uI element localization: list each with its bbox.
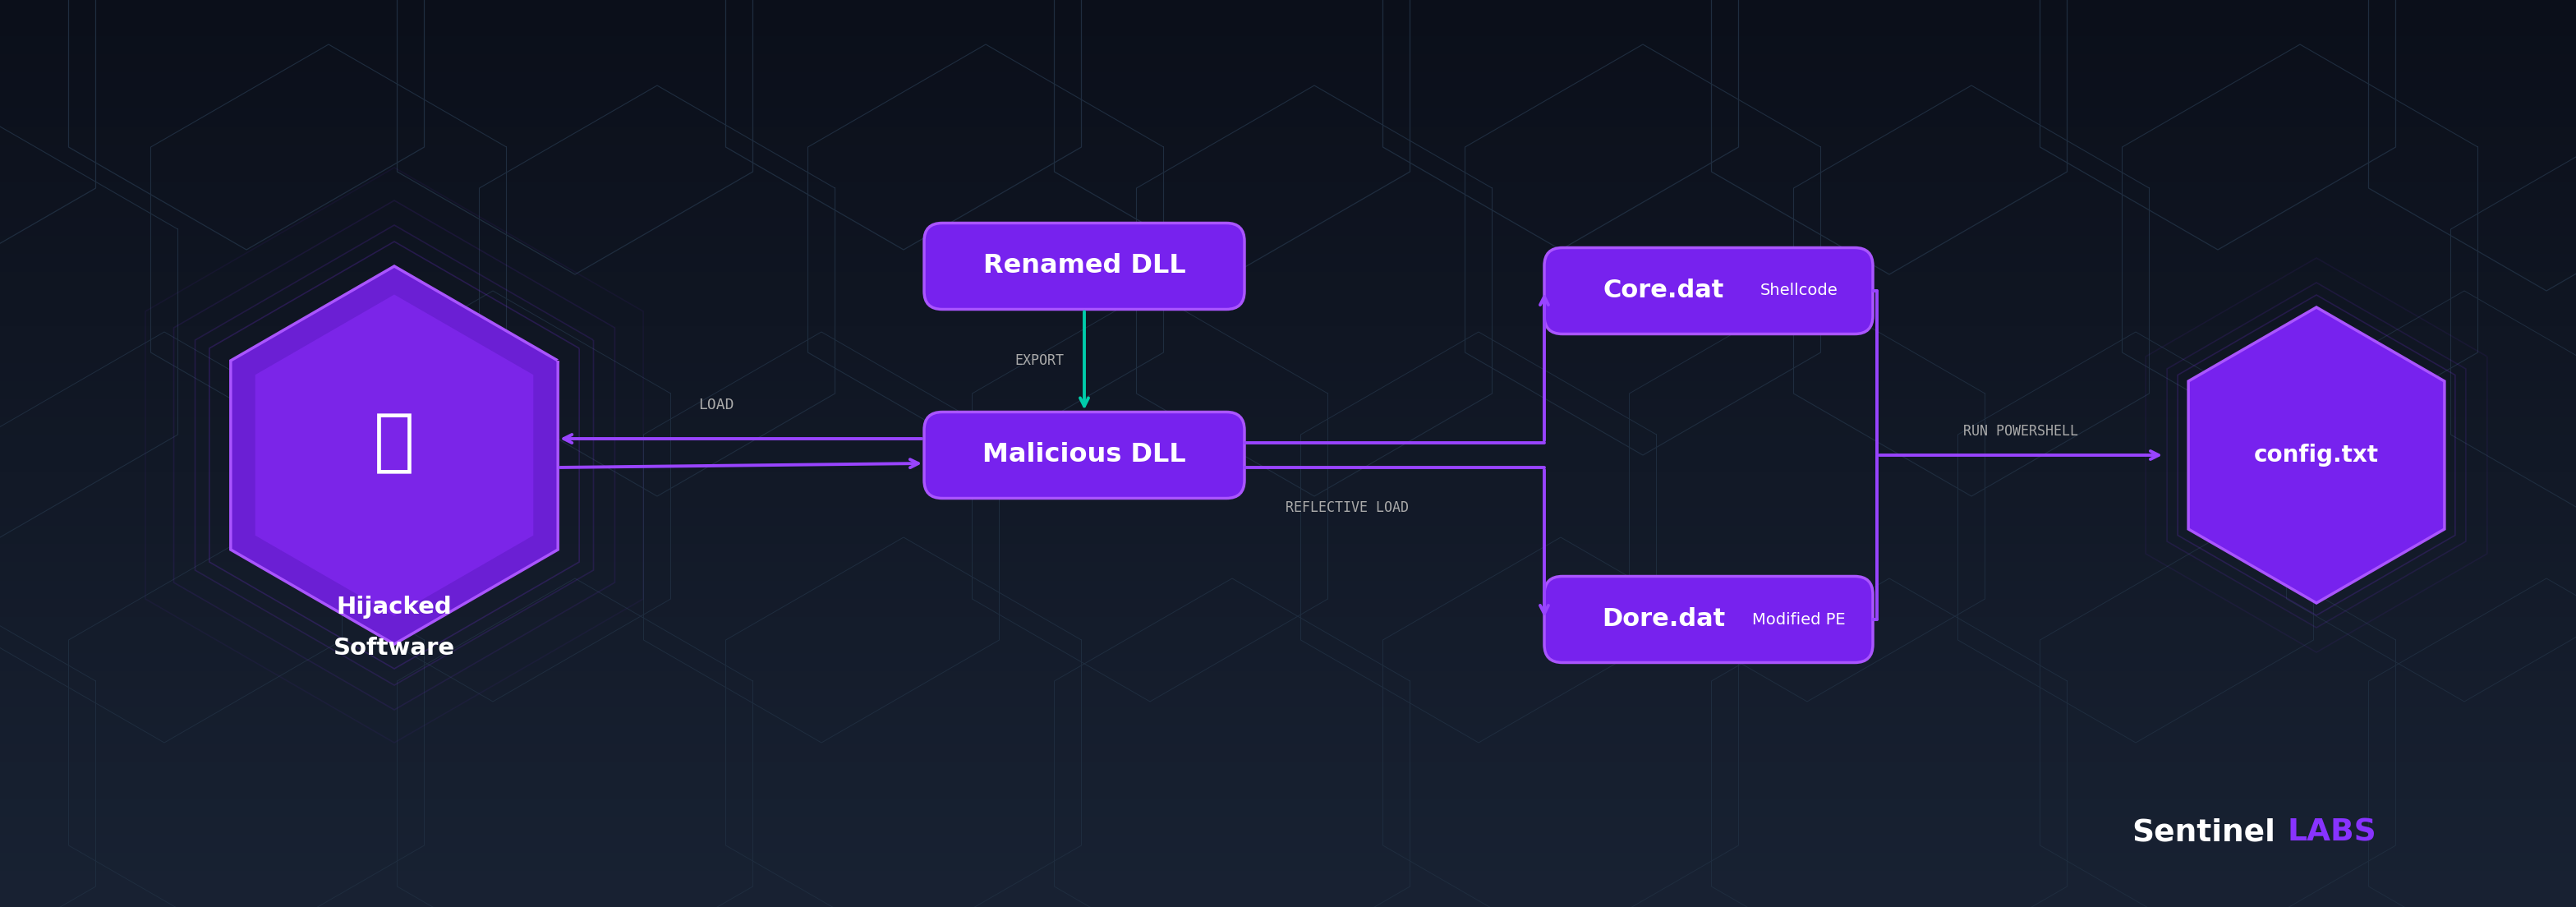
Bar — [0, 127, 2576, 145]
FancyBboxPatch shape — [925, 412, 1244, 498]
Text: Modified PE: Modified PE — [1752, 611, 1844, 628]
Bar — [0, 417, 2576, 435]
Bar — [0, 91, 2576, 109]
Bar — [0, 145, 2576, 163]
Text: 💀: 💀 — [374, 410, 415, 476]
Bar — [0, 834, 2576, 853]
Bar — [0, 109, 2576, 127]
FancyBboxPatch shape — [925, 223, 1244, 309]
Text: RUN POWERSHELL: RUN POWERSHELL — [1963, 424, 2079, 439]
Bar — [0, 780, 2576, 798]
Bar — [0, 562, 2576, 580]
Bar — [0, 54, 2576, 73]
Bar — [0, 635, 2576, 653]
Text: LABS: LABS — [2287, 818, 2378, 848]
Bar — [0, 490, 2576, 508]
Text: LOAD: LOAD — [698, 397, 734, 413]
Polygon shape — [255, 295, 533, 616]
Bar — [0, 18, 2576, 36]
Bar — [0, 671, 2576, 689]
FancyBboxPatch shape — [1543, 576, 1873, 663]
Text: Sentinel: Sentinel — [2133, 818, 2275, 848]
Bar — [0, 508, 2576, 526]
Text: REFLECTIVE LOAD: REFLECTIVE LOAD — [1285, 501, 1409, 515]
Bar — [0, 798, 2576, 816]
Bar — [0, 853, 2576, 871]
Polygon shape — [232, 266, 559, 644]
Bar — [0, 617, 2576, 635]
Bar — [0, 689, 2576, 707]
Text: Hijacked: Hijacked — [337, 596, 453, 619]
Polygon shape — [2190, 307, 2445, 603]
Bar — [0, 726, 2576, 744]
FancyBboxPatch shape — [1543, 248, 1873, 334]
Bar — [0, 454, 2576, 472]
Bar — [0, 290, 2576, 308]
Bar — [0, 272, 2576, 290]
Bar — [0, 308, 2576, 327]
Bar — [0, 254, 2576, 272]
Text: Shellcode: Shellcode — [1759, 283, 1837, 298]
Bar — [0, 435, 2576, 454]
Text: Software: Software — [332, 637, 456, 659]
Bar — [0, 762, 2576, 780]
Bar — [0, 599, 2576, 617]
Bar — [0, 236, 2576, 254]
Bar — [0, 36, 2576, 54]
Bar — [0, 0, 2576, 18]
Text: Malicious DLL: Malicious DLL — [981, 443, 1185, 468]
Bar — [0, 381, 2576, 399]
Bar — [0, 871, 2576, 889]
Bar — [0, 73, 2576, 91]
Bar — [0, 163, 2576, 181]
Bar — [0, 327, 2576, 345]
Text: Core.dat: Core.dat — [1602, 279, 1723, 303]
Bar — [0, 218, 2576, 236]
Text: EXPORT: EXPORT — [1015, 353, 1064, 368]
Bar — [0, 653, 2576, 671]
Bar — [0, 526, 2576, 544]
Bar — [0, 181, 2576, 200]
Bar — [0, 544, 2576, 562]
Text: config.txt: config.txt — [2254, 444, 2378, 466]
Bar — [0, 363, 2576, 381]
Bar — [0, 580, 2576, 599]
Bar — [0, 889, 2576, 907]
Bar — [0, 707, 2576, 726]
Text: Renamed DLL: Renamed DLL — [984, 253, 1185, 279]
Bar — [0, 816, 2576, 834]
Bar — [0, 200, 2576, 218]
Bar — [0, 744, 2576, 762]
Bar — [0, 472, 2576, 490]
Text: Dore.dat: Dore.dat — [1602, 608, 1726, 631]
Bar — [0, 345, 2576, 363]
Bar — [0, 399, 2576, 417]
